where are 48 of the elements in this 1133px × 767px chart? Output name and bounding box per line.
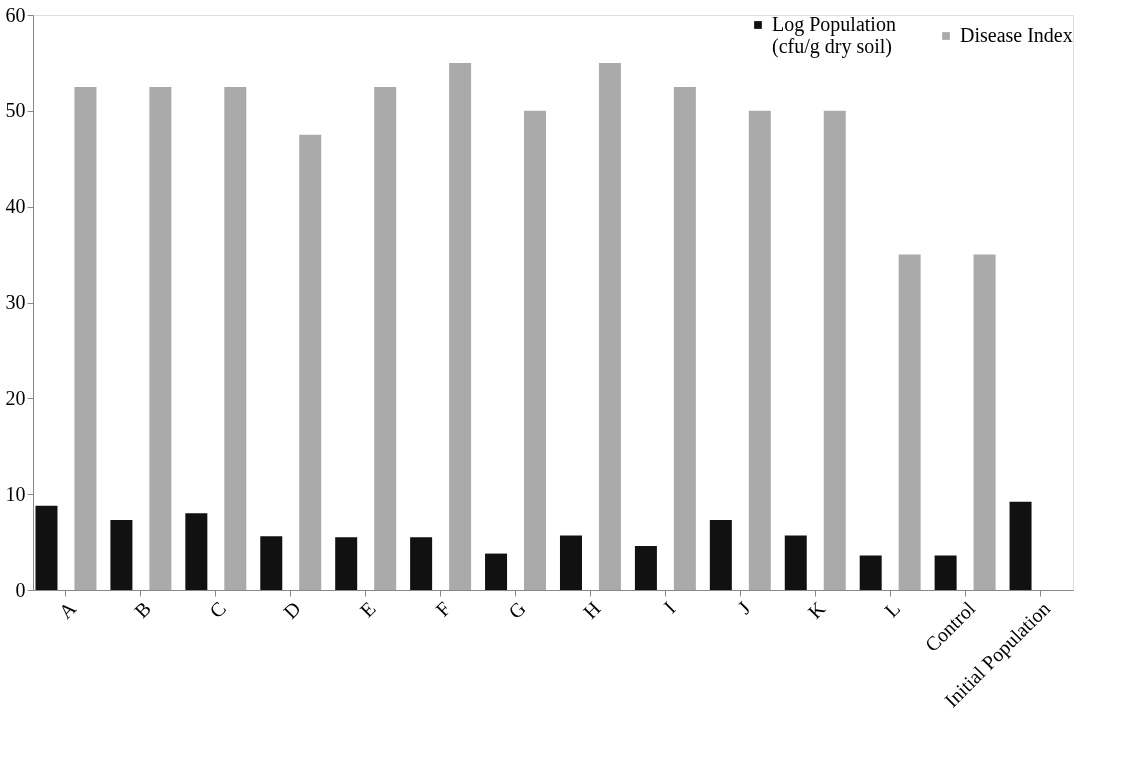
legend-label: Log Population (cfu/g dry soil) xyxy=(772,13,896,58)
bar xyxy=(449,62,472,590)
x-tick-label: C xyxy=(204,597,230,623)
bar xyxy=(898,254,921,590)
y-tick-label: 0 xyxy=(15,578,26,601)
x-tick-label: F xyxy=(431,597,455,621)
y-tick-label: 20 xyxy=(5,386,26,409)
x-tick-label: A xyxy=(54,596,81,623)
bar xyxy=(524,110,547,590)
bar xyxy=(784,535,807,590)
x-tick-label: L xyxy=(880,597,905,622)
bar xyxy=(634,545,657,590)
bar xyxy=(410,537,433,590)
bar xyxy=(374,86,397,590)
legend-label: Disease Index xyxy=(960,24,1073,46)
x-tick-label: K xyxy=(803,596,830,623)
x-tick-label: E xyxy=(355,597,380,622)
x-tick-label: J xyxy=(733,596,755,619)
bar xyxy=(35,505,58,590)
bar xyxy=(299,134,322,590)
y-tick-label: 10 xyxy=(5,482,26,505)
bar xyxy=(934,555,957,590)
bar xyxy=(673,86,696,590)
bar xyxy=(185,513,208,590)
x-tick-label: I xyxy=(659,597,680,618)
bar xyxy=(748,110,771,590)
bar xyxy=(598,62,621,590)
bar xyxy=(709,520,732,590)
bar xyxy=(224,86,247,590)
y-tick-label: 50 xyxy=(5,99,26,122)
bar xyxy=(485,553,508,590)
x-tick-label: D xyxy=(279,597,305,623)
y-tick-label: 30 xyxy=(5,291,26,313)
bar xyxy=(74,86,97,590)
bar xyxy=(110,520,133,590)
x-tick-label: B xyxy=(130,597,156,623)
bar xyxy=(1009,501,1032,590)
bar xyxy=(559,535,582,590)
y-tick-label: 60 xyxy=(5,3,26,26)
bar xyxy=(823,110,846,590)
x-tick-label: H xyxy=(578,597,605,623)
bar xyxy=(973,254,996,590)
y-tick-label: 40 xyxy=(5,195,26,218)
bar xyxy=(260,536,283,590)
bar xyxy=(859,555,882,590)
bar xyxy=(149,86,172,590)
x-tick-label: G xyxy=(503,597,530,623)
bar xyxy=(335,537,358,590)
